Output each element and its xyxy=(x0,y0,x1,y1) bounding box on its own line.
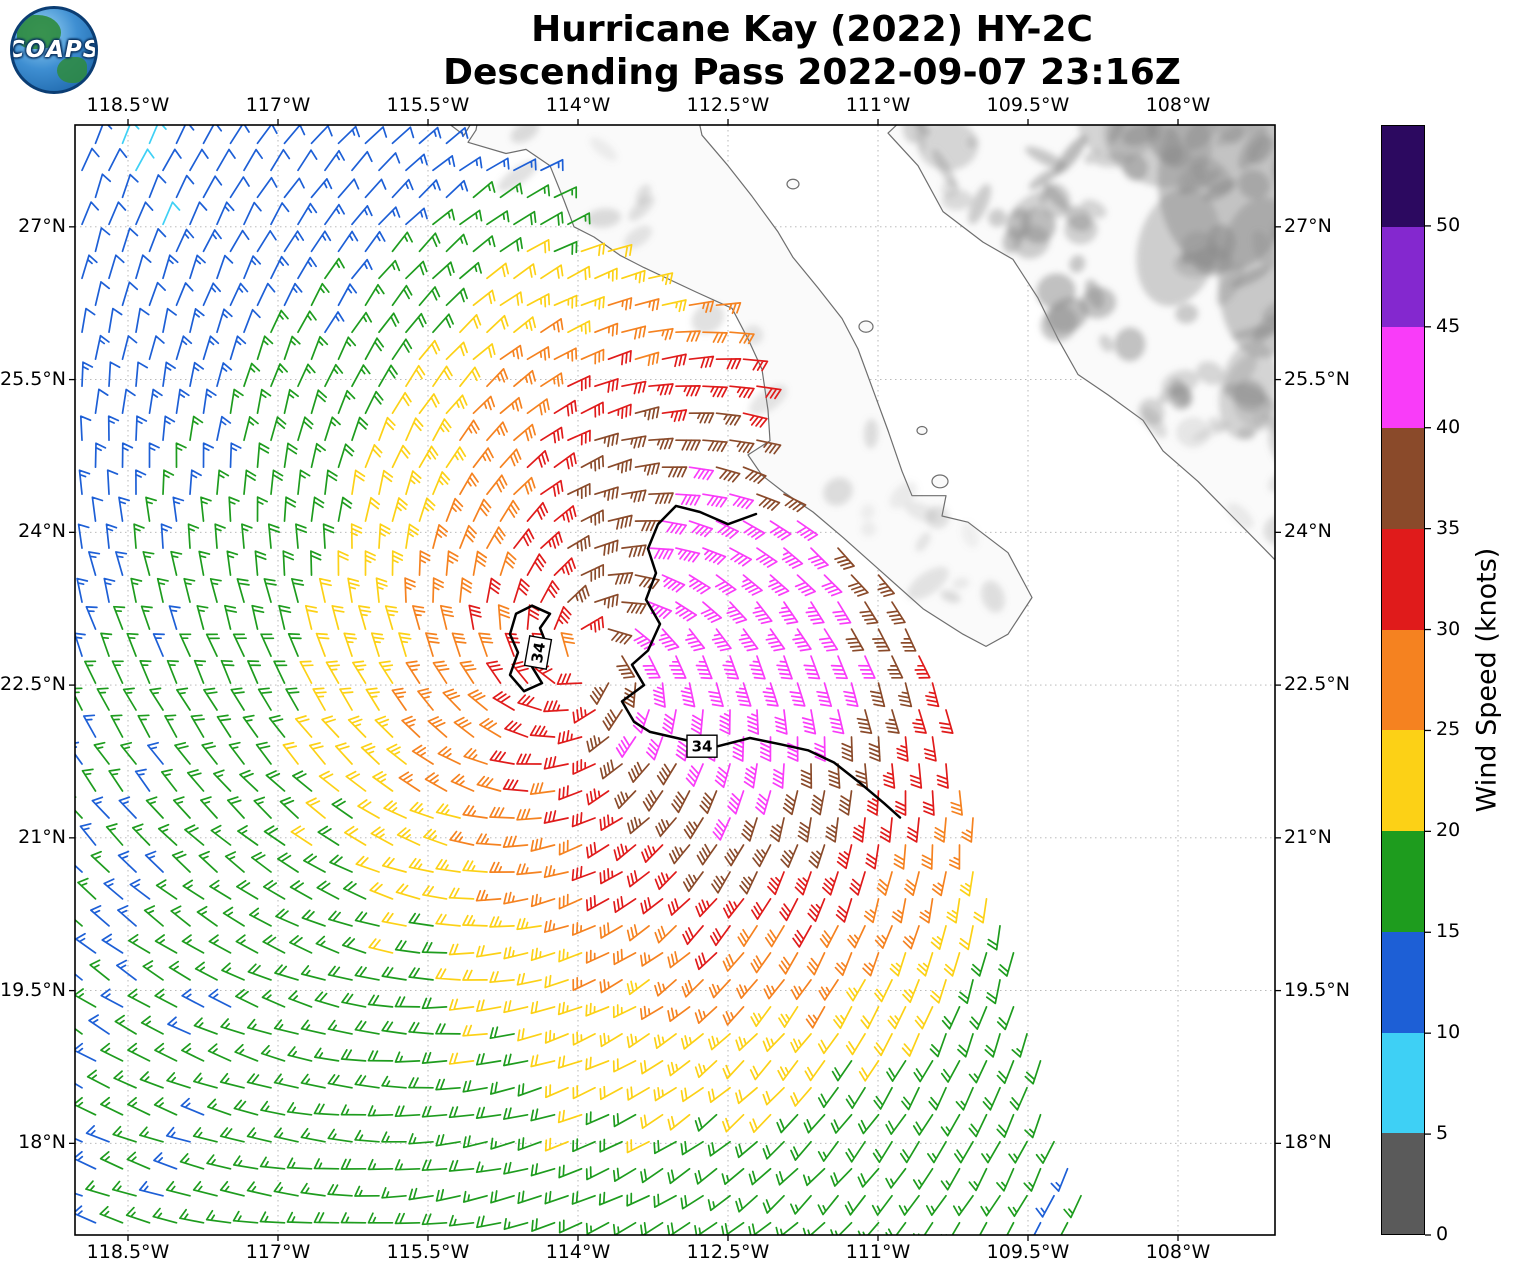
x-axis-tick-label: 114°W xyxy=(545,1241,611,1263)
x-axis-tick-label: 117°W xyxy=(245,94,311,116)
colorbar-tick-label: 15 xyxy=(1436,920,1461,943)
y-axis-tick-label: 25.5°N xyxy=(1284,367,1351,390)
colorbar-tick-label: 35 xyxy=(1436,516,1461,539)
island xyxy=(858,320,874,333)
colorbar-segment-15-20 xyxy=(1382,831,1424,932)
colorbar xyxy=(1381,125,1425,1235)
colorbar-tick-label: 25 xyxy=(1436,718,1461,741)
colorbar-tick-label: 20 xyxy=(1436,819,1461,842)
coaps-logo-text: COAPS xyxy=(10,37,98,63)
y-axis-tick-label: 18°N xyxy=(18,1131,66,1154)
coaps-logo: COAPS xyxy=(10,6,98,94)
colorbar-tick-label: 50 xyxy=(1436,213,1461,236)
figure-title-line1: Hurricane Kay (2022) HY-2C xyxy=(531,9,1093,50)
axis-ticks xyxy=(69,119,1281,1241)
colorbar-segment-30-35 xyxy=(1382,528,1424,630)
y-axis-tick-label: 27°N xyxy=(18,214,66,237)
x-axis-tick-label: 117°W xyxy=(245,1241,311,1263)
colorbar-label: Wind Speed (knots) xyxy=(1471,547,1503,813)
x-axis-tick-label: 109.5°W xyxy=(986,94,1070,116)
colorbar-segment-0-5 xyxy=(1382,1133,1424,1235)
y-axis-tick-label: 18°N xyxy=(1284,1131,1332,1154)
island xyxy=(931,474,949,489)
plot-frame xyxy=(74,124,1276,1236)
y-axis-tick-label: 21°N xyxy=(1284,825,1332,848)
terrain-shading xyxy=(497,125,1275,613)
colorbar-tick-label: 40 xyxy=(1436,415,1461,438)
y-axis-tick-label: 21°N xyxy=(18,825,66,848)
x-axis-tick-label: 111°W xyxy=(845,1241,911,1263)
island xyxy=(916,425,928,436)
x-axis-tick-label: 111°W xyxy=(845,94,911,116)
x-axis-tick-label: 114°W xyxy=(545,94,611,116)
colorbar-segment-50-55 xyxy=(1382,126,1424,227)
wind-radii-contour: 34 34 xyxy=(508,504,902,819)
colorbar-segment-35-40 xyxy=(1382,428,1424,529)
colorbar-tick-label: 0 xyxy=(1436,1223,1449,1245)
wind-barbs xyxy=(75,125,1082,1235)
x-axis-tick-label: 118.5°W xyxy=(86,94,170,116)
island xyxy=(786,178,800,190)
colorbar-tick-label: 10 xyxy=(1436,1021,1461,1044)
y-axis-tick-label: 22.5°N xyxy=(1284,673,1351,696)
contour-label-34: 34 xyxy=(523,635,553,670)
y-axis-tick-label: 22.5°N xyxy=(0,673,67,696)
x-axis-tick-label: 118.5°W xyxy=(86,1241,170,1263)
figure-title-line2: Descending Pass 2022-09-07 23:16Z xyxy=(443,52,1181,94)
svg-text:34: 34 xyxy=(692,738,713,756)
colorbar-tick-label: 45 xyxy=(1436,314,1461,337)
y-axis-tick-label: 19.5°N xyxy=(0,978,67,1001)
colorbar-tick-label: 5 xyxy=(1436,1122,1449,1145)
colorbar-segment-40-45 xyxy=(1382,327,1424,429)
y-axis-tick-label: 25.5°N xyxy=(0,367,67,390)
baja-california-landmass xyxy=(467,125,1033,647)
colorbar-segment-10-15 xyxy=(1382,931,1424,1033)
x-axis-tick-label: 112.5°W xyxy=(686,1241,770,1263)
x-axis-tick-label: 108°W xyxy=(1145,1241,1211,1263)
x-axis-tick-label: 115.5°W xyxy=(386,1241,470,1263)
y-axis-tick-label: 27°N xyxy=(1284,214,1332,237)
y-axis-tick-label: 24°N xyxy=(18,520,66,543)
figure-title: Hurricane Kay (2022) HY-2C Descending Pa… xyxy=(443,8,1181,94)
x-axis-tick-label: 112.5°W xyxy=(686,94,770,116)
x-axis-tick-label: 109.5°W xyxy=(986,1241,1070,1263)
y-axis-tick-label: 24°N xyxy=(1284,520,1332,543)
colorbar-segment-45-50 xyxy=(1382,226,1424,328)
colorbar-tick-label: 30 xyxy=(1436,617,1461,640)
contour-label-34: 34 xyxy=(686,734,718,758)
colorbar-segment-5-10 xyxy=(1382,1032,1424,1134)
colorbar-ticks xyxy=(1425,225,1431,1236)
colorbar-segment-20-25 xyxy=(1382,730,1424,832)
colorbar-segment-25-30 xyxy=(1382,629,1424,731)
x-axis-tick-label: 115.5°W xyxy=(386,94,470,116)
svg-text:34: 34 xyxy=(528,641,549,665)
x-axis-tick-label: 108°W xyxy=(1145,94,1211,116)
y-axis-tick-label: 19.5°N xyxy=(1284,978,1351,1001)
